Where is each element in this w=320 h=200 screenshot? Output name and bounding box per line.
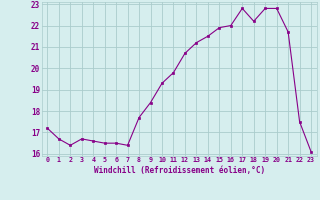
X-axis label: Windchill (Refroidissement éolien,°C): Windchill (Refroidissement éolien,°C) xyxy=(94,166,265,175)
